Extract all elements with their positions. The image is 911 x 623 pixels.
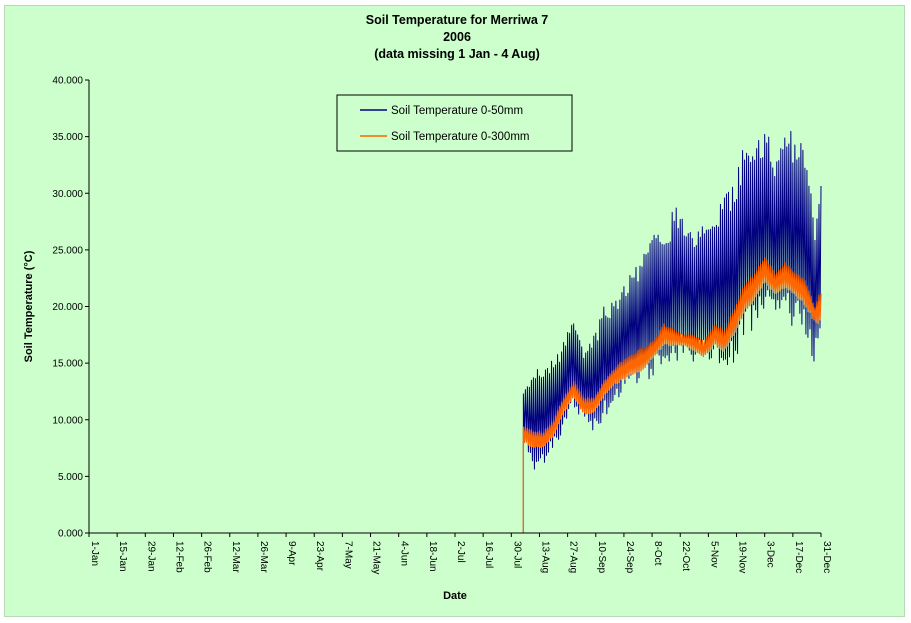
x-tick-label: 24-Sep [624, 541, 635, 574]
x-tick-label: 23-Apr [314, 541, 325, 572]
legend-box [336, 94, 573, 152]
x-tick-label: 9-Apr [286, 541, 297, 566]
y-tick-label: 40.000 [52, 76, 83, 87]
x-tick-label: 19-Nov [737, 541, 748, 573]
chart-area: Soil Temperature for Merriwa 7 2006 (data … [4, 5, 905, 617]
y-tick-label: 35.000 [52, 132, 83, 143]
x-tick-label: 10-Sep [596, 541, 607, 574]
series-line-0-300mm [522, 257, 822, 533]
x-tick-label: 29-Jan [145, 541, 156, 572]
x-tick-label: 7-May [342, 541, 353, 569]
chart-title-line-2: 2006 [443, 30, 471, 44]
y-tick-label: 15.000 [52, 359, 83, 370]
x-tick-label: 2-Jul [455, 541, 466, 563]
series-1-group [522, 130, 822, 533]
x-tick-label: 16-Jul [483, 541, 494, 568]
x-tick-label: 31-Dec [821, 541, 832, 573]
x-tick-label: 13-Aug [539, 541, 550, 573]
series-2-group [522, 257, 822, 533]
x-tick-label: 12-Feb [173, 541, 184, 573]
y-axis-label: Soil Temperature (°C) [23, 250, 35, 362]
y-tick-label: 20.000 [52, 302, 83, 313]
x-tick-label: 15-Jan [117, 541, 128, 572]
x-tick-label: 26-Mar [258, 541, 269, 573]
y-tick-label: 5.000 [58, 472, 83, 483]
legend-label-1: Soil Temperature 0-50mm [391, 105, 523, 117]
x-tick-label: 27-Aug [568, 541, 579, 573]
soil-temperature-chart: Soil Temperature for Merriwa 7 2006 (data … [23, 13, 832, 602]
series-line-0-50mm [522, 130, 822, 533]
legend-label-2: Soil Temperature 0-300mm [391, 131, 530, 143]
x-tick-label: 30-Jul [511, 541, 522, 568]
x-tick-label: 21-May [371, 541, 382, 574]
legend: Soil Temperature 0-50mm Soil Temperature … [336, 94, 573, 152]
y-tick-label: 0.000 [58, 529, 83, 540]
x-tick-label: 5-Nov [708, 541, 719, 568]
chart-title-line-3: (data missing 1 Jan - 4 Aug) [374, 47, 540, 61]
y-tick-label: 30.000 [52, 189, 83, 200]
x-tick-label: 26-Feb [202, 541, 213, 573]
y-tick-label: 10.000 [52, 415, 83, 426]
x-tick-label: 12-Mar [230, 541, 241, 573]
x-tick-label: 4-Jun [399, 541, 410, 566]
x-tick-label: 8-Oct [652, 541, 663, 566]
x-tick-label: 18-Jun [427, 541, 438, 572]
x-axis-label: Date [443, 590, 467, 602]
y-tick-label: 25.000 [52, 245, 83, 256]
chart-title-line-1: Soil Temperature for Merriwa 7 [366, 13, 549, 27]
x-tick-label: 3-Dec [765, 541, 776, 568]
x-tick-label: 1-Jan [89, 541, 100, 566]
x-tick-label: 22-Oct [680, 541, 691, 571]
x-tick-label: 17-Dec [793, 541, 804, 573]
